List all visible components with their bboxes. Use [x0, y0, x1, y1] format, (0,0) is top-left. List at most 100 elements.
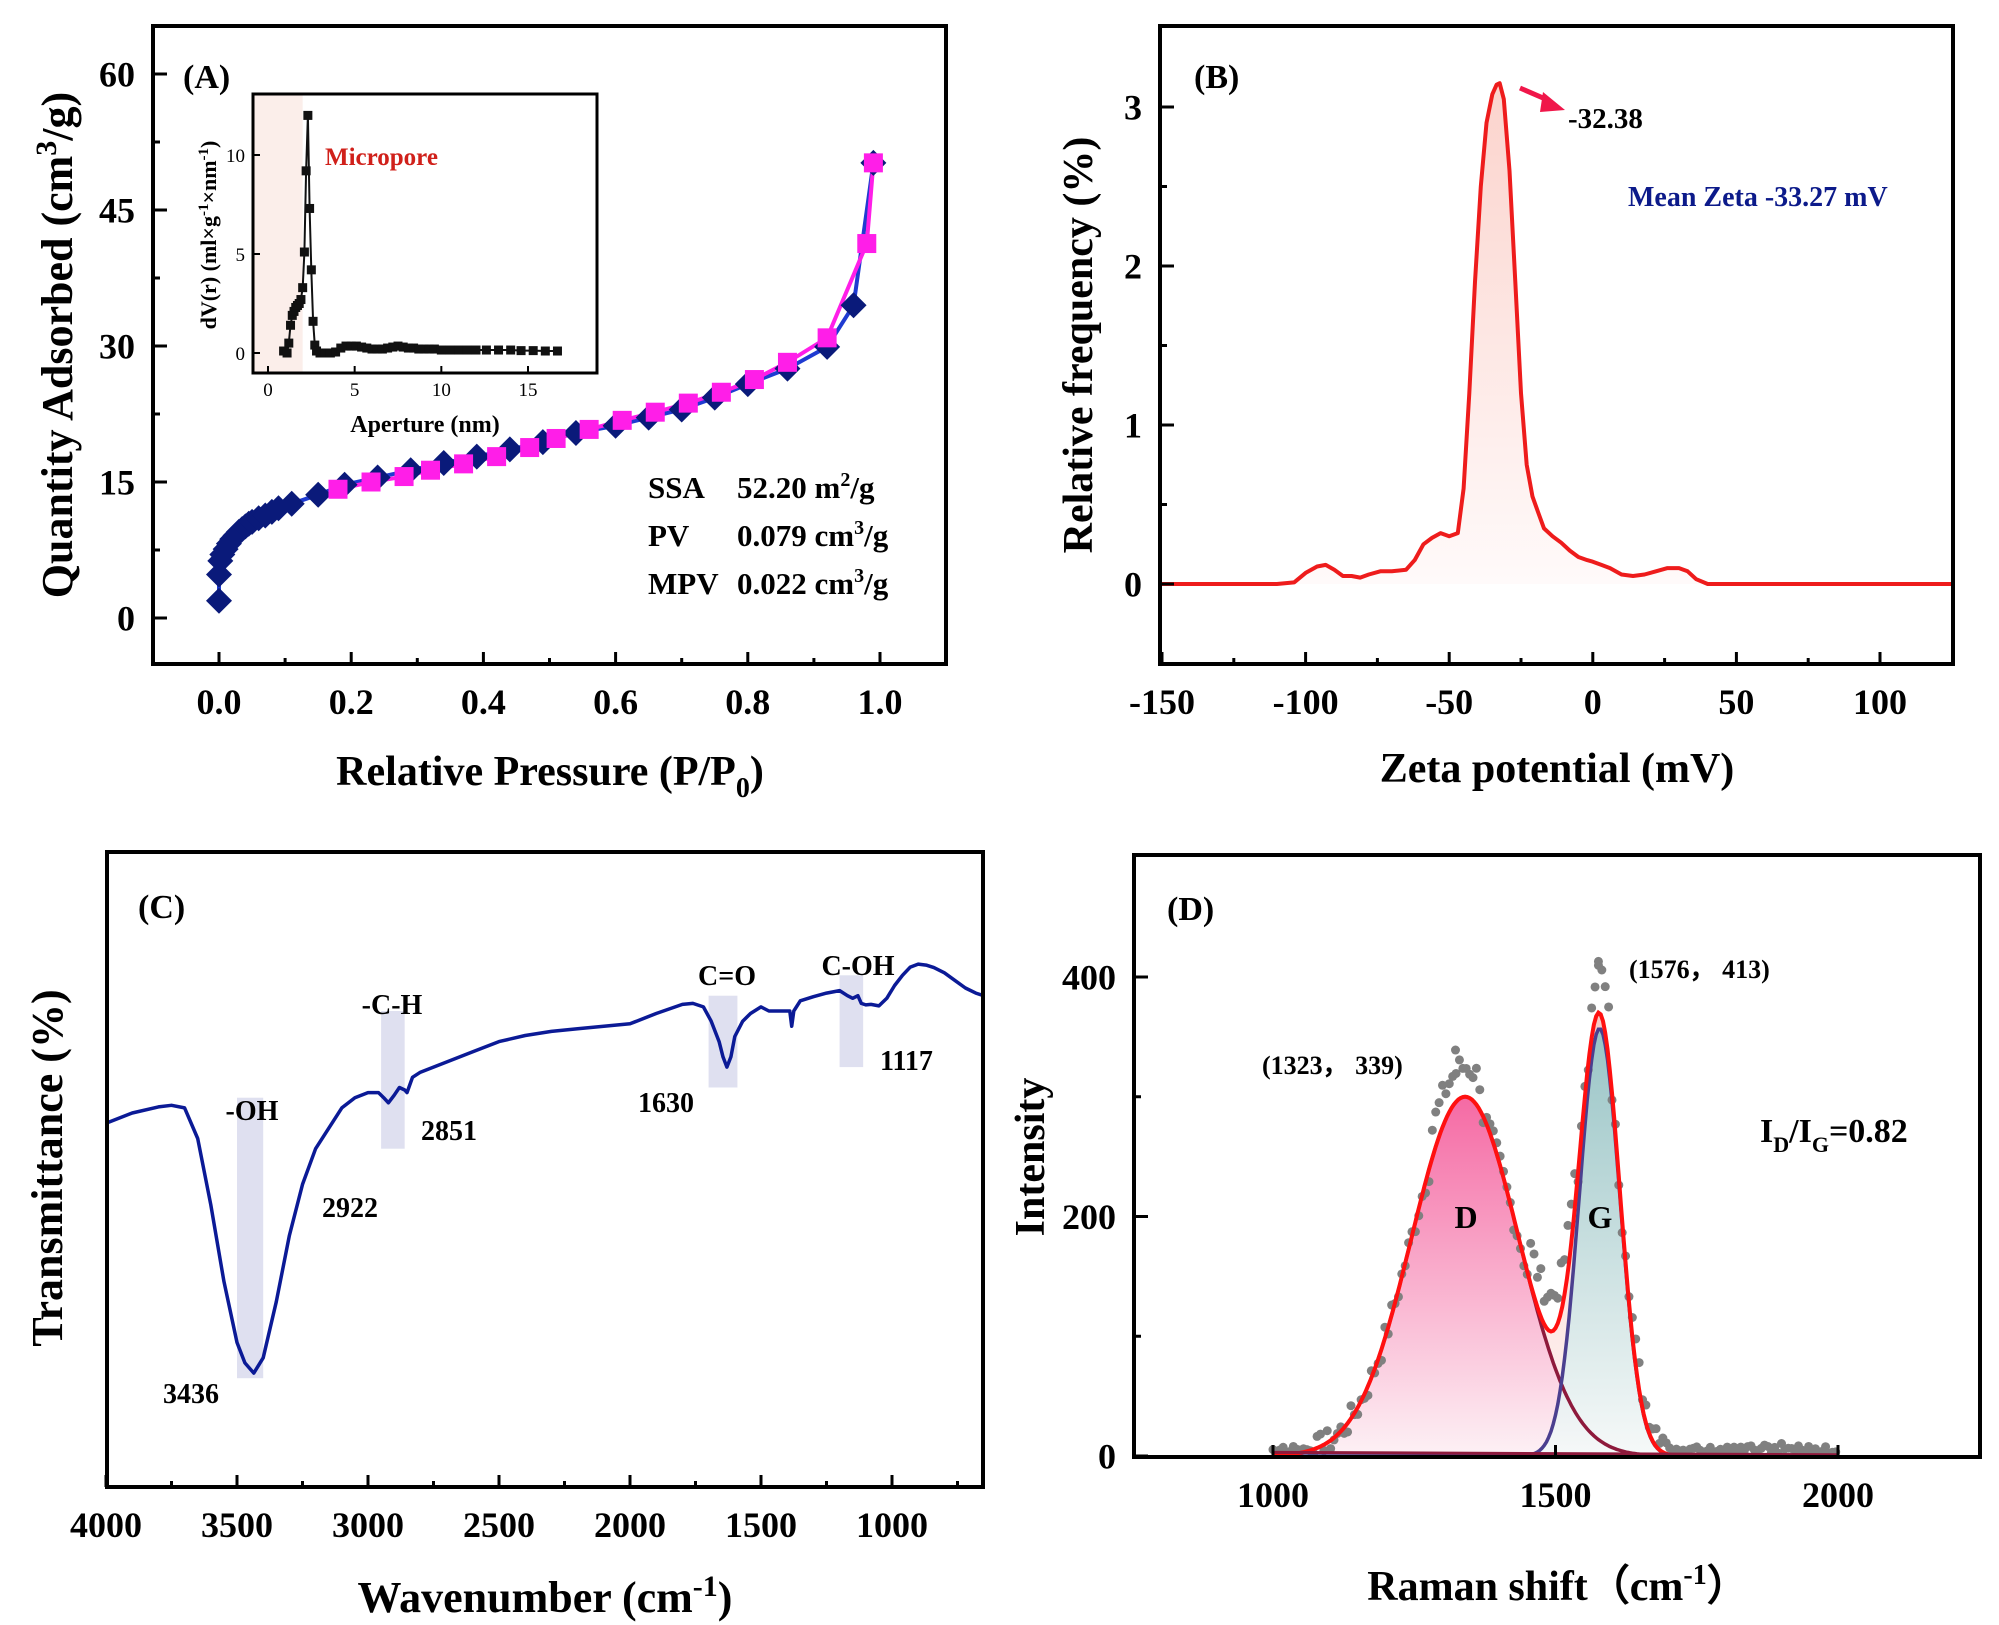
raman-data-point	[1597, 965, 1607, 975]
raman-data-point	[1590, 982, 1600, 992]
pore-distribution-point	[494, 345, 504, 355]
x-tick-label: 0	[1584, 682, 1602, 722]
x-tick-label: 0.6	[593, 682, 638, 722]
raman-data-point	[1431, 1107, 1441, 1117]
desorption-point	[520, 438, 540, 458]
raman-data-point	[1444, 1079, 1454, 1089]
pore-distribution-point	[398, 342, 408, 352]
x-tick-label: 1000	[856, 1505, 928, 1545]
panel-c-bands	[237, 975, 864, 1379]
micropore-region	[253, 94, 303, 373]
mean-zeta-label: Mean Zeta -33.27 mV	[1628, 182, 1888, 213]
raman-data-point	[1604, 1002, 1614, 1012]
raman-data-point	[1438, 1080, 1447, 1090]
peak-d-area	[1273, 1096, 1680, 1456]
pore-distribution-point	[357, 342, 367, 352]
panel-c-marks	[105, 962, 985, 1375]
peak-label-2851: 2851	[421, 1116, 477, 1147]
pore-distribution-point	[284, 338, 294, 348]
peak-value-label: -32.38	[1568, 103, 1643, 135]
pore-distribution-point	[409, 343, 419, 353]
inset-frame	[251, 92, 599, 375]
pore-distribution-point	[305, 203, 315, 213]
panel-b-ylabel: Relative frequency (%)	[1056, 137, 1102, 554]
inset-y-tick-label: 0	[236, 344, 246, 365]
pore-distribution-point	[336, 343, 346, 353]
y-tick-label: 1	[1124, 406, 1142, 446]
mpv-label: MPV	[648, 566, 719, 601]
peak-label-1117: 1117	[880, 1046, 933, 1077]
pore-distribution-point	[325, 348, 335, 358]
pore-distribution-point	[528, 346, 538, 356]
raman-data-point	[1441, 1089, 1451, 1099]
panel-a-annotations: SSA 52.20 m2/g PV 0.079 cm3/g MPV 0.022 …	[648, 469, 889, 601]
pore-distribution-point	[299, 247, 309, 257]
pore-distribution-point	[424, 344, 434, 354]
raman-data-point	[1587, 1003, 1597, 1013]
raman-data-point	[1427, 1125, 1437, 1135]
panel-a-inset: 0 5 10 15 0 5 10 Aperture (nm) dV(r) (ml×g-1×nm-…	[196, 92, 599, 438]
pore-distribution-point	[403, 343, 413, 353]
desorption-point	[546, 428, 566, 448]
highlight-band	[839, 975, 864, 1068]
zeta-line	[1162, 81, 1952, 586]
x-tick-label: 0.0	[197, 682, 242, 722]
panel-b-label: (B)	[1194, 59, 1239, 96]
peak-g-coords: (1576， 413)	[1629, 955, 1770, 984]
raman-data-point	[1593, 956, 1603, 966]
pore-distribution-point	[306, 265, 316, 275]
panel-d-ylabel: Intensity	[1008, 1078, 1054, 1237]
peak-arrow-icon	[1519, 85, 1565, 112]
panel-b-xlabel: Zeta potential (mV)	[1380, 746, 1735, 792]
panel-a-label: (A)	[183, 59, 230, 96]
band-label-co: C=O	[698, 961, 756, 992]
desorption-point	[421, 460, 441, 480]
inset-x-tick-label: 10	[432, 380, 451, 401]
raman-data-point	[1651, 1424, 1661, 1434]
x-tick-label: 0.2	[329, 682, 374, 722]
panel-a-ticks: 0.0 0.2 0.4 0.6 0.8 1.0 0 15 30 45 60	[99, 55, 903, 722]
panel-a-ylabel: Quantity Adsorbed (cm3/g)	[30, 92, 82, 598]
x-tick-label: 1500	[1520, 1475, 1592, 1515]
pore-distribution-point	[298, 283, 308, 293]
adsorption-point	[305, 481, 332, 508]
raman-data-point	[1532, 1272, 1542, 1282]
ssa-value: 52.20 m2/g	[737, 469, 875, 505]
desorption-point	[361, 472, 381, 492]
id-ig-ratio: ID/IG=0.82	[1760, 1113, 1908, 1157]
y-tick-label: 0	[1098, 1437, 1116, 1477]
pore-distribution-point	[552, 346, 562, 356]
pv-value: 0.079 cm3/g	[737, 517, 889, 553]
raman-data-point	[1553, 1293, 1563, 1303]
y-tick-label: 15	[99, 463, 135, 503]
desorption-point	[857, 234, 877, 254]
y-tick-label: 0	[117, 599, 135, 639]
x-tick-label: 1.0	[858, 682, 903, 722]
x-tick-label: -150	[1129, 682, 1195, 722]
panel-c-label: (C)	[138, 889, 185, 926]
pore-distribution-point	[303, 110, 313, 120]
y-tick-label: 0	[1124, 565, 1142, 605]
inset-y-tick-label: 5	[236, 245, 246, 266]
inset-x-tick-label: 0	[263, 380, 273, 401]
panel-a: 0 5 10 15 0 5 10 Aperture (nm) dV(r) (ml×g-1×nm-…	[30, 24, 948, 804]
peak-g-area	[1273, 1029, 1680, 1456]
y-tick-label: 3	[1124, 88, 1142, 128]
pore-distribution-point	[286, 320, 296, 330]
desorption-point	[678, 393, 698, 413]
x-tick-label: 2000	[1802, 1475, 1874, 1515]
pore-distribution-point	[540, 346, 550, 356]
x-tick-label: 4000	[70, 1505, 142, 1545]
pore-distribution-point	[436, 345, 446, 355]
pore-distribution-point	[341, 341, 351, 351]
panel-b-marks	[1162, 81, 1952, 586]
adsorption-point	[840, 292, 867, 319]
adsorption-point	[278, 490, 305, 517]
peak-d-name: D	[1454, 1199, 1477, 1235]
panel-b-ticks: -150 -100 -50 0 50 100 0 1 2 3	[1124, 88, 1907, 722]
panel-a-xlabel: Relative Pressure (P/P0)	[336, 749, 764, 804]
pore-distribution-point	[419, 344, 429, 354]
x-tick-label: 0.4	[461, 682, 506, 722]
x-tick-label: 100	[1853, 682, 1907, 722]
raman-data-point	[1346, 1401, 1356, 1411]
